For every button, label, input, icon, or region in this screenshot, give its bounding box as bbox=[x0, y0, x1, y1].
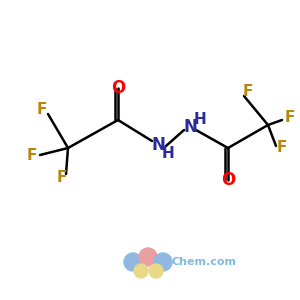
Circle shape bbox=[124, 253, 142, 271]
Circle shape bbox=[149, 264, 163, 278]
Text: F: F bbox=[243, 85, 253, 100]
Text: Chem.com: Chem.com bbox=[172, 257, 237, 267]
Text: F: F bbox=[277, 140, 287, 155]
Text: O: O bbox=[221, 171, 235, 189]
Text: H: H bbox=[162, 146, 174, 160]
Circle shape bbox=[154, 253, 172, 271]
Text: F: F bbox=[37, 103, 47, 118]
Text: O: O bbox=[111, 79, 125, 97]
Circle shape bbox=[139, 248, 157, 266]
Text: H: H bbox=[194, 112, 206, 127]
Text: F: F bbox=[57, 170, 67, 185]
Text: N: N bbox=[151, 136, 165, 154]
Text: F: F bbox=[285, 110, 295, 125]
Circle shape bbox=[134, 264, 148, 278]
Text: F: F bbox=[27, 148, 37, 163]
Text: N: N bbox=[183, 118, 197, 136]
